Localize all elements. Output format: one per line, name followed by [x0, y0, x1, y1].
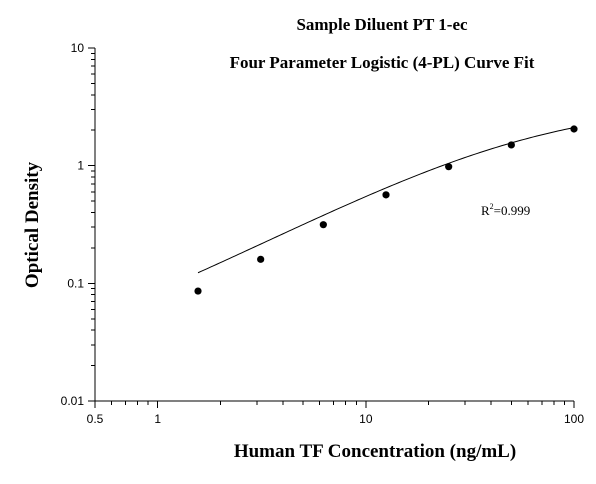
data-point	[570, 125, 578, 133]
x-tick-label: 0.5	[87, 412, 104, 426]
axes: 0.5 1 10 100 0.01 0.1 1 10	[61, 41, 585, 426]
y-tick-label: 1	[77, 159, 84, 173]
x-tick-label: 10	[359, 412, 373, 426]
fit-curve	[197, 127, 575, 274]
x-axis-label: Human TF Concentration (ng/mL)	[234, 441, 516, 462]
x-tick-label: 1	[154, 412, 161, 426]
r-squared-annotation: R2=0.999	[481, 202, 530, 218]
x-tick-label: 100	[564, 412, 584, 426]
data-point	[507, 141, 515, 149]
y-tick-label: 0.1	[67, 276, 84, 290]
y-axis-label: Optical Density	[22, 161, 43, 288]
chart-subtitle: Four Parameter Logistic (4-PL) Curve Fit	[230, 53, 535, 72]
chart-title: Sample Diluent PT 1-ec	[296, 15, 468, 34]
data-points	[194, 125, 578, 295]
data-point	[382, 191, 390, 199]
data-point	[257, 255, 265, 263]
data-point	[194, 287, 202, 295]
r-squared-superscript: 2	[490, 202, 494, 211]
data-point	[319, 221, 327, 229]
y-tick-label: 10	[71, 41, 85, 55]
data-point	[445, 163, 453, 171]
fit-curve-line	[197, 127, 575, 274]
r-squared-base: R	[481, 203, 490, 218]
r-squared-value: =0.999	[494, 203, 531, 218]
y-tick-label: 0.01	[61, 394, 85, 408]
